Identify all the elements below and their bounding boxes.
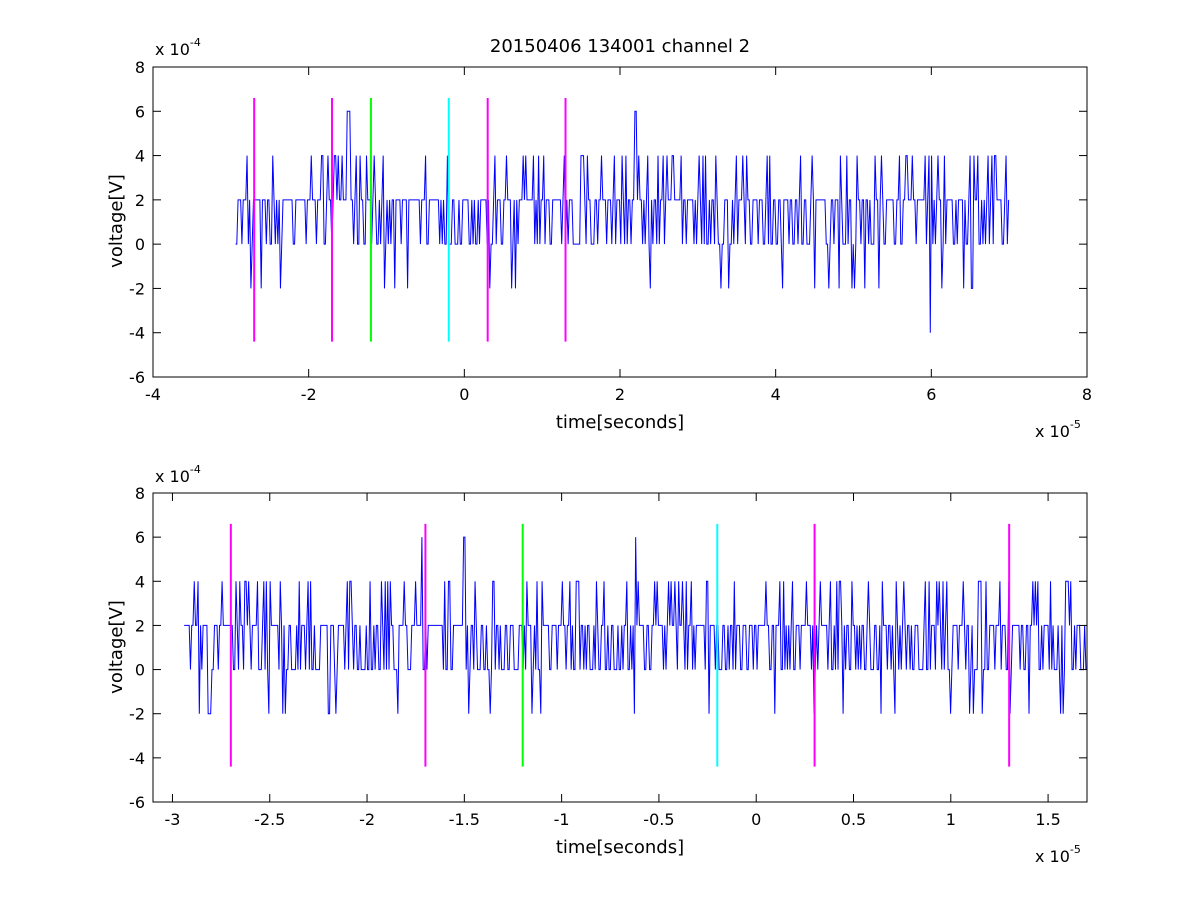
top-markers-group: [253, 98, 567, 342]
top-signal-trace: [235, 110, 1010, 333]
top-y-tick-label: -6: [129, 368, 145, 387]
top-x-axis-label: time[seconds]: [556, 412, 684, 433]
top-y-tick-label: 2: [135, 191, 145, 210]
bottom-axes-frame: [152, 492, 1088, 803]
bottom-signal-group: [184, 536, 1087, 715]
top-signal-group: [235, 110, 1010, 333]
top-x-tick-label: 4: [771, 385, 781, 404]
top-y-tick-label: 4: [135, 147, 145, 166]
bottom-y-tick-label: 6: [135, 528, 145, 547]
bottom-y-tick-label: 2: [135, 616, 145, 635]
top-y-tick-label: 6: [135, 102, 145, 121]
top-x-tick-label: 2: [615, 385, 625, 404]
bottom-y-multiplier: x 10-4: [155, 463, 201, 486]
top-y-tick-label: -4: [129, 324, 145, 343]
bottom-y-tick-label: -2: [129, 705, 145, 724]
bottom-y-tick-label: 4: [135, 572, 145, 591]
bottom-y-tick-label: -4: [129, 749, 145, 768]
bottom-ticks-group: -3 -2.5 -2 -1.5 -1 -0.5 0 0.5 1 1.5 -6 -4 -2 0 2 4 6 8: [129, 484, 1087, 829]
bottom-x-tick-label: -3: [164, 810, 180, 829]
bottom-x-tick-label: 0: [751, 810, 761, 829]
bottom-x-tick-label: 0.5: [841, 810, 866, 829]
bottom-x-tick-label: -0.5: [643, 810, 674, 829]
top-y-tick-label: -2: [129, 279, 145, 298]
bottom-subplot: -3 -2.5 -2 -1.5 -1 -0.5 0 0.5 1 1.5 -6 -4 -2 0 2 4 6 8 x …: [106, 463, 1088, 866]
bottom-y-tick-label: -6: [129, 793, 145, 812]
bottom-markers-group: [229, 523, 1011, 767]
bottom-axes-box: [152, 492, 1088, 803]
top-x-tick-label: -4: [145, 385, 161, 404]
bottom-x-axis-label: time[seconds]: [556, 837, 684, 858]
figure-title: 20150406 134001 channel 2: [490, 36, 750, 57]
top-x-tick-label: 0: [459, 385, 469, 404]
top-x-tick-label: 6: [926, 385, 936, 404]
bottom-x-multiplier: x 10-5: [1035, 843, 1081, 866]
top-y-multiplier: x 10-4: [155, 36, 201, 59]
bottom-y-tick-label: 0: [135, 661, 145, 680]
top-x-tick-label: -2: [301, 385, 317, 404]
bottom-signal-trace: [184, 536, 1087, 715]
bottom-x-tick-label: -2: [359, 810, 375, 829]
bottom-y-axis-label: voltage[V]: [106, 600, 127, 694]
bottom-x-tick-label: -1.5: [449, 810, 480, 829]
bottom-x-tick-label: 1: [946, 810, 956, 829]
top-y-tick-label: 0: [135, 235, 145, 254]
top-x-multiplier: x 10-5: [1035, 418, 1081, 441]
bottom-x-tick-label: 1.5: [1035, 810, 1060, 829]
top-y-tick-label: 8: [135, 58, 145, 77]
bottom-x-tick-label: -2.5: [254, 810, 285, 829]
bottom-y-tick-label: 8: [135, 484, 145, 503]
top-y-axis-label: voltage[V]: [106, 174, 127, 268]
bottom-x-tick-label: -1: [554, 810, 570, 829]
top-x-tick-label: 8: [1082, 385, 1092, 404]
